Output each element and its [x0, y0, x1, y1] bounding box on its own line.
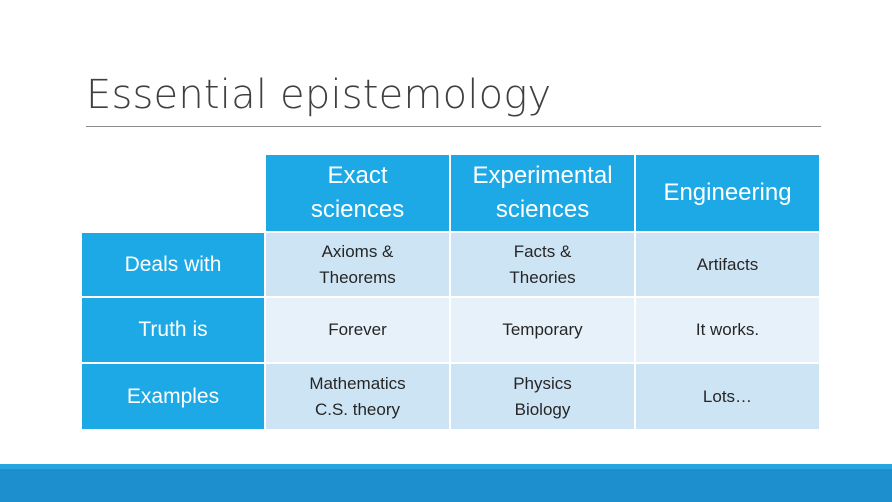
- row-header-examples: Examples: [80, 362, 266, 431]
- column-header-exact-sciences: Exact sciences: [264, 153, 451, 233]
- table-cell: Axioms & Theorems: [264, 231, 451, 298]
- column-header-engineering: Engineering: [634, 153, 821, 233]
- epistemology-table: Exact sciences Experimental sciences Eng…: [80, 153, 821, 431]
- table-cell: It works.: [634, 296, 821, 364]
- table-cell: Temporary: [449, 296, 636, 364]
- table-cell: Lots…: [634, 362, 821, 431]
- footer-accent-stripe: [0, 464, 892, 469]
- footer-band: [0, 464, 892, 502]
- column-header-experimental-sciences: Experimental sciences: [449, 153, 636, 233]
- table-header-row: Exact sciences Experimental sciences Eng…: [81, 153, 821, 233]
- table-cell: Artifacts: [634, 231, 821, 298]
- table-cell: Mathematics C.S. theory: [264, 362, 451, 431]
- slide-title: Essential epistemology: [86, 72, 552, 118]
- table-row: Examples Mathematics C.S. theory Physics…: [80, 362, 821, 431]
- table-corner-cell: [81, 154, 265, 232]
- row-header-deals-with: Deals with: [80, 231, 266, 298]
- table-row: Truth is Forever Temporary It works.: [80, 296, 821, 364]
- table-cell: Physics Biology: [449, 362, 636, 431]
- title-divider: [86, 126, 821, 127]
- table-cell: Forever: [264, 296, 451, 364]
- row-header-truth-is: Truth is: [80, 296, 266, 364]
- table-cell: Facts & Theories: [449, 231, 636, 298]
- table-row: Deals with Axioms & Theorems Facts & The…: [80, 231, 821, 298]
